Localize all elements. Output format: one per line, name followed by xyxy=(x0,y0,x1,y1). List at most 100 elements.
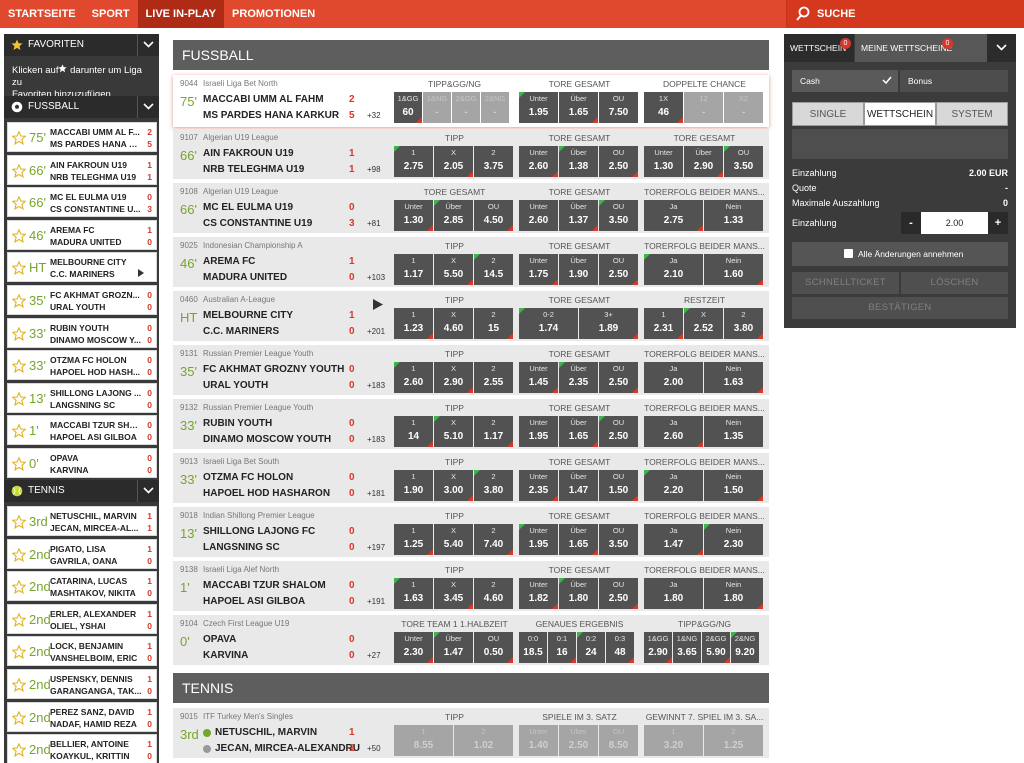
odd-button[interactable]: Ja 2.10 xyxy=(644,254,703,285)
away-team[interactable]: DINAMO MOSCOW YOUTH xyxy=(203,434,332,445)
odd-button[interactable]: 2 2.55 xyxy=(474,362,513,393)
chevron-down-icon[interactable] xyxy=(987,34,1016,62)
more-markets-link[interactable]: +103 xyxy=(367,273,386,282)
away-team[interactable]: HAPOEL ASI GILBOA xyxy=(203,596,306,607)
odd-button[interactable]: Ja 2.00 xyxy=(644,362,703,393)
odd-button[interactable]: 1 1.25 xyxy=(394,524,433,555)
odd-button[interactable]: Über 1.65 xyxy=(559,416,598,447)
more-markets-link[interactable]: +50 xyxy=(367,744,381,753)
odd-button[interactable]: 3+ 1.89 xyxy=(579,308,638,339)
star-icon[interactable] xyxy=(11,677,27,693)
odd-button[interactable]: 2&NG 9.20 xyxy=(731,632,759,663)
odd-button[interactable]: Über 2.90 xyxy=(684,146,723,177)
away-team[interactable]: LANGSNING SC xyxy=(203,542,280,553)
odd-button[interactable]: Ja 1.80 xyxy=(644,578,703,609)
home-team[interactable]: MC EL EULMA U19 xyxy=(203,202,294,213)
nav-item-startseite[interactable]: STARTSEITE xyxy=(8,8,76,20)
away-team[interactable]: URAL YOUTH xyxy=(203,380,269,391)
sidebar-tennis-match[interactable]: 2nd BELLIER, ANTOINE KOAYKUL, KRITTIN 1 0 xyxy=(7,734,157,763)
cash-option[interactable]: Cash xyxy=(792,70,898,92)
odd-button[interactable]: X 5.50 xyxy=(434,254,473,285)
odd-button[interactable]: Nein 2.30 xyxy=(704,524,763,555)
odd-button[interactable]: Nein 1.50 xyxy=(704,470,763,501)
sidebar-football-match[interactable]: 1' MACCABI TZUR SHA... HAPOEL ASI GILBOA 0 0 xyxy=(7,415,157,446)
odd-button[interactable]: 0:2 24 xyxy=(577,632,605,663)
odd-button[interactable]: X 5.40 xyxy=(434,524,473,555)
odd-button[interactable]: 2 15 xyxy=(474,308,513,339)
sidebar-football-match[interactable]: 75' MACCABI UMM AL F... MS PARDES HANA K..… xyxy=(7,122,157,152)
odd-button[interactable]: 1&GG 60 xyxy=(394,92,422,123)
away-team[interactable]: NRB TELEGHMA U19 xyxy=(203,164,305,175)
odd-button[interactable]: Unter 1.82 xyxy=(519,578,558,609)
odd-button[interactable]: Ja 2.20 xyxy=(644,470,703,501)
odd-button[interactable]: 0-2 1.74 xyxy=(519,308,578,339)
odd-button[interactable]: 2 3.80 xyxy=(474,470,513,501)
more-markets-link[interactable]: +197 xyxy=(367,543,386,552)
odd-button[interactable]: OU 1.50 xyxy=(599,470,638,501)
star-icon[interactable] xyxy=(11,195,27,211)
odd-button[interactable]: OU 3.50 xyxy=(724,146,763,177)
away-team[interactable]: HAPOEL HOD HASHARON xyxy=(203,488,331,499)
more-markets-link[interactable]: +81 xyxy=(367,219,381,228)
star-icon[interactable] xyxy=(11,456,27,472)
checkbox-box[interactable] xyxy=(844,249,853,258)
odd-button[interactable]: Über 1.37 xyxy=(559,200,598,231)
more-markets-link[interactable]: +32 xyxy=(367,111,381,120)
odd-button[interactable]: OU 3.50 xyxy=(599,524,638,555)
odd-button[interactable]: Über 2.35 xyxy=(559,362,598,393)
home-team[interactable]: SHILLONG LAJONG FC xyxy=(203,526,316,537)
odd-button[interactable]: X 3.00 xyxy=(434,470,473,501)
home-team[interactable]: MACCABI UMM AL FAHM xyxy=(203,94,324,105)
away-team[interactable]: CS CONSTANTINE U19 xyxy=(203,218,313,229)
favorites-header[interactable]: FAVORITEN xyxy=(4,34,159,56)
star-icon[interactable] xyxy=(11,260,27,276)
star-icon[interactable] xyxy=(11,547,27,562)
odd-button[interactable]: Unter 1.95 xyxy=(519,416,558,447)
more-markets-link[interactable]: +183 xyxy=(367,435,386,444)
odd-button[interactable]: Nein 1.35 xyxy=(704,416,763,447)
tab-meine-wettscheine[interactable]: MEINE WETTSCHEINE xyxy=(855,34,987,62)
chevron-down-icon[interactable] xyxy=(137,96,159,118)
odd-button[interactable]: 1 1.90 xyxy=(394,470,433,501)
sidebar-football-match[interactable]: 0' OPAVA KARVINA 0 0 xyxy=(7,448,157,478)
odd-button[interactable]: Unter 1.45 xyxy=(519,362,558,393)
star-icon[interactable] xyxy=(11,423,27,439)
odd-button[interactable]: Unter 2.35 xyxy=(519,470,558,501)
odd-button[interactable]: OU 2.50 xyxy=(599,416,638,447)
sidebar-football-match[interactable]: 33' OTZMA FC HOLON HAPOEL HOD HASH... 0 0 xyxy=(7,350,157,381)
sidebar-tennis-match[interactable]: 2nd PEREZ SANZ, DAVID NADAF, HAMID REZA 1 0 xyxy=(7,701,157,732)
chevron-down-icon[interactable] xyxy=(137,34,159,56)
star-icon[interactable] xyxy=(11,514,27,530)
sidebar-football-match[interactable]: HT MELBOURNE CITY C.C. MARINERS xyxy=(7,252,157,283)
odd-button[interactable]: OU 2.50 xyxy=(599,146,638,177)
delete-button[interactable]: LÖSCHEN xyxy=(901,272,1008,294)
more-markets-link[interactable]: +98 xyxy=(367,165,381,174)
sidebar-tennis-match[interactable]: 2nd ERLER, ALEXANDER OLIEL, YSHAI 1 0 xyxy=(7,603,157,634)
sidebar-tennis-match[interactable]: 2nd PIGATO, LISA GAVRILA, OANA 1 0 xyxy=(7,538,157,569)
odd-button[interactable]: X 3.45 xyxy=(434,578,473,609)
odd-button[interactable]: 1 2.31 xyxy=(644,308,683,339)
accept-changes-checkbox[interactable]: Alle Änderungen annehmen xyxy=(792,242,1008,266)
star-icon[interactable] xyxy=(11,163,27,178)
more-markets-link[interactable]: +27 xyxy=(367,651,381,660)
odd-button[interactable]: 1 1.63 xyxy=(394,578,433,609)
mode-wettschein[interactable]: WETTSCHEIN xyxy=(864,102,936,126)
home-team[interactable]: OPAVA xyxy=(203,634,237,645)
odd-button[interactable]: X 5.10 xyxy=(434,416,473,447)
away-team[interactable]: C.C. MARINERS xyxy=(203,326,280,337)
odd-button[interactable]: 2&GG 5.90 xyxy=(702,632,730,663)
odd-button[interactable]: Über 1.47 xyxy=(559,470,598,501)
odd-button[interactable]: X 2.90 xyxy=(434,362,473,393)
odd-button[interactable]: 0:1 16 xyxy=(548,632,576,663)
odd-button[interactable]: OU 2.50 xyxy=(599,362,638,393)
odd-button[interactable]: X 2.52 xyxy=(684,308,723,339)
odd-button[interactable]: OU 3.50 xyxy=(599,200,638,231)
quick-ticket-button[interactable]: SCHNELLTICKET xyxy=(792,272,899,294)
live-stream-icon[interactable] xyxy=(373,297,383,310)
odd-button[interactable]: OU 2.50 xyxy=(599,578,638,609)
odd-button[interactable]: Über 1.38 xyxy=(559,146,598,177)
odd-button[interactable]: Über 1.65 xyxy=(559,524,598,555)
sidebar-football-match[interactable]: 35' FC AKHMAT GROZN... URAL YOUTH 0 0 xyxy=(7,285,157,315)
sidebar-tennis-match[interactable]: 2nd LOCK, BENJAMIN VANSHELBOIM, ERIC 1 0 xyxy=(7,636,157,667)
odd-button[interactable]: Über 1.47 xyxy=(434,632,473,663)
